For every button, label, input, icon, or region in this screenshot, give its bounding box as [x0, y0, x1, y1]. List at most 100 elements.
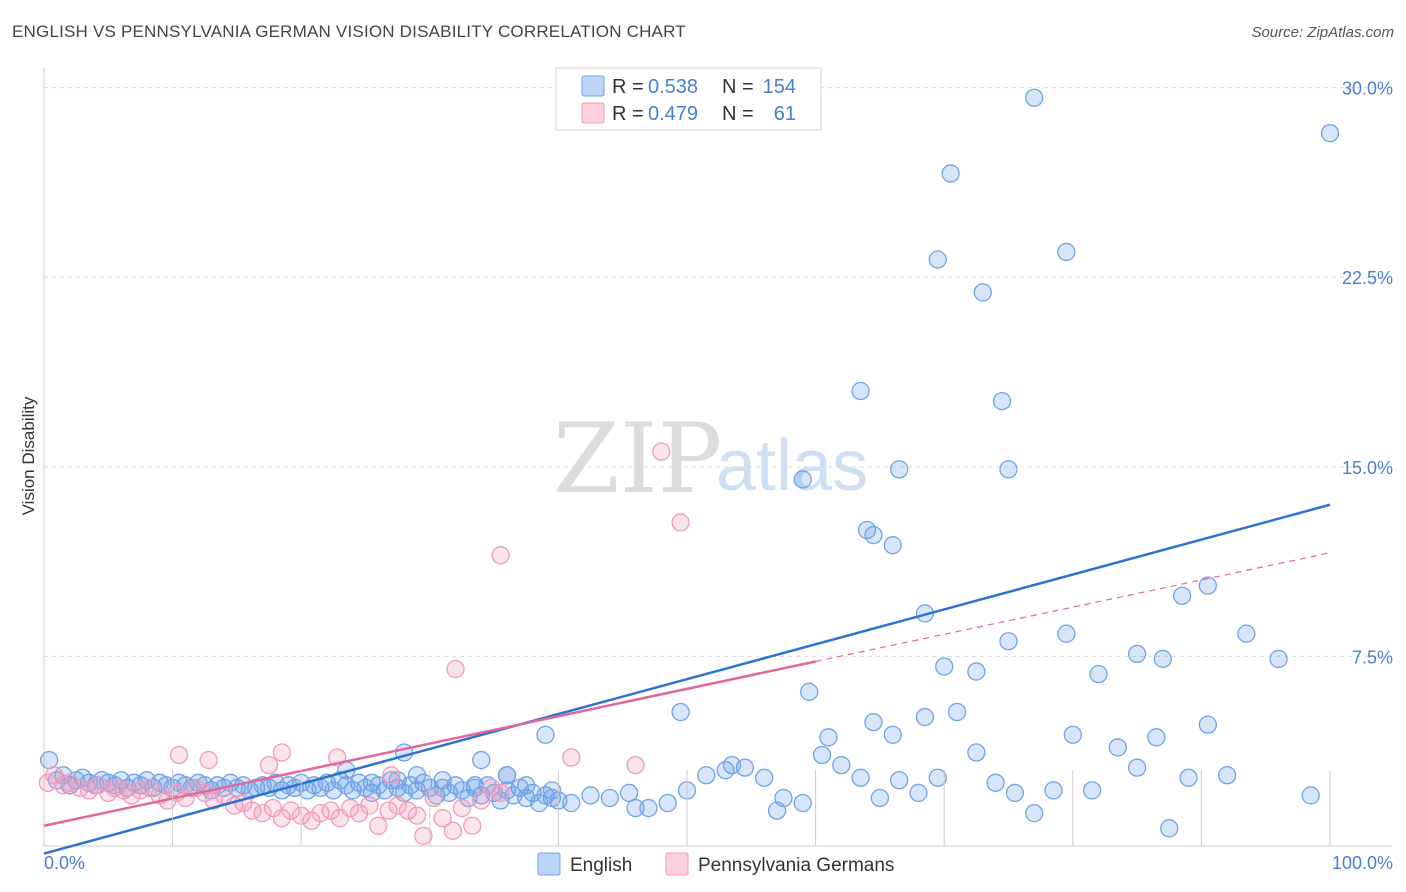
- english-point: [1217, 766, 1237, 785]
- english-point: [915, 707, 935, 727]
- english-point: [890, 460, 909, 479]
- english-point: [1127, 758, 1147, 777]
- english-point: [883, 725, 902, 744]
- english-point: [928, 250, 947, 269]
- watermark: ZIP atlas: [553, 403, 868, 515]
- watermark-atlas: atlas: [716, 426, 868, 506]
- english-point: [1108, 738, 1127, 757]
- pa-german-point: [369, 816, 388, 835]
- chart-source: Source: ZipAtlas.com: [1251, 24, 1394, 41]
- english-point: [1044, 781, 1063, 800]
- legend-pa-german-r-value: 0.479: [648, 103, 698, 125]
- english-point: [1147, 728, 1166, 747]
- grid-layer: [43, 68, 1392, 847]
- pa-german-point: [281, 801, 301, 820]
- english-point: [722, 755, 742, 775]
- english-point: [472, 750, 491, 770]
- english-point: [619, 783, 639, 803]
- english-point: [767, 801, 787, 820]
- pa-german-point: [388, 796, 407, 815]
- english-point: [1153, 649, 1172, 669]
- english-point: [1320, 123, 1340, 143]
- english-point: [999, 632, 1018, 651]
- english-point: [1057, 624, 1076, 643]
- pa-german-point: [398, 801, 418, 820]
- legend-pa-german-r-label: R =: [612, 103, 644, 125]
- pa-german-point: [272, 743, 292, 762]
- pa-german-point: [259, 755, 279, 775]
- bottom-legend-english: English: [570, 855, 632, 876]
- legend-english-n-value: 154: [763, 76, 796, 98]
- english-point: [999, 460, 1018, 479]
- english-point: [1179, 768, 1198, 787]
- english-point: [947, 702, 967, 722]
- english-point: [1301, 786, 1320, 805]
- english-point: [362, 773, 382, 792]
- pa-german-point: [199, 750, 218, 770]
- english-point: [382, 771, 401, 790]
- pa-german-point: [60, 773, 79, 792]
- english-point: [755, 768, 774, 787]
- pa-german-point: [463, 816, 482, 835]
- bottom-legend-pa-german: Pennsylvania Germans: [698, 855, 894, 876]
- english-point: [600, 788, 619, 808]
- english-point: [1025, 803, 1044, 823]
- english-point: [851, 768, 870, 787]
- pa-german-point: [562, 748, 581, 767]
- pa-german-point: [491, 546, 510, 565]
- english-point: [626, 798, 645, 818]
- legend-swatch-english: [581, 75, 605, 97]
- legend-english-n-label: N =: [722, 76, 754, 98]
- english-point: [812, 745, 832, 765]
- legend-english-r-label: R =: [612, 76, 644, 98]
- english-point: [639, 798, 658, 818]
- pa-german-point: [472, 791, 491, 810]
- pa-german-trendline-extension: [815, 552, 1331, 663]
- pa-german-point: [446, 659, 465, 679]
- pa-german-point: [140, 778, 159, 798]
- english-point: [1025, 88, 1044, 107]
- english-point: [658, 793, 677, 813]
- pa-german-point: [122, 786, 141, 805]
- pa-german-point: [482, 778, 501, 798]
- pa-german-point: [443, 821, 463, 840]
- english-point: [542, 781, 562, 800]
- english-point: [992, 391, 1012, 411]
- english-point: [928, 768, 947, 787]
- english-point: [517, 776, 536, 795]
- y-tick-label: 22.5%: [1342, 268, 1393, 288]
- english-point: [870, 788, 890, 808]
- english-point: [793, 793, 812, 813]
- pa-german-point: [424, 788, 443, 808]
- english-point: [1237, 624, 1256, 643]
- english-point: [941, 164, 960, 183]
- pa-german-point: [340, 798, 360, 818]
- english-point: [497, 766, 517, 785]
- pa-german-point: [169, 745, 189, 765]
- english-point: [697, 766, 716, 785]
- english-point: [851, 381, 870, 401]
- english-point: [562, 793, 581, 813]
- english-point: [909, 783, 928, 803]
- english-point: [1063, 725, 1082, 744]
- y-axis-label: Vision Disability: [19, 396, 38, 515]
- top-legend: R = 0.538 N = 154 R = 0.479 N = 61: [555, 67, 822, 131]
- english-point: [407, 766, 427, 785]
- english-point: [967, 743, 986, 762]
- legend-pa-german-n-label: N =: [722, 103, 754, 125]
- english-point: [536, 725, 555, 744]
- pa-german-point: [433, 809, 452, 828]
- english-point: [864, 712, 883, 732]
- english-point: [1089, 664, 1108, 684]
- english-point: [1198, 576, 1217, 595]
- bottom-legend-swatch-english: [537, 852, 561, 876]
- english-point: [819, 728, 838, 747]
- pa-german-point: [382, 766, 401, 785]
- legend-swatch-pa-german: [581, 102, 605, 124]
- pa-german-point: [38, 773, 58, 792]
- bottom-legend-swatch-pa-german: [665, 852, 689, 876]
- pa-german-point: [652, 442, 671, 461]
- pa-german-point: [626, 755, 645, 775]
- english-point: [581, 786, 600, 805]
- y-tick-label: 30.0%: [1342, 79, 1393, 99]
